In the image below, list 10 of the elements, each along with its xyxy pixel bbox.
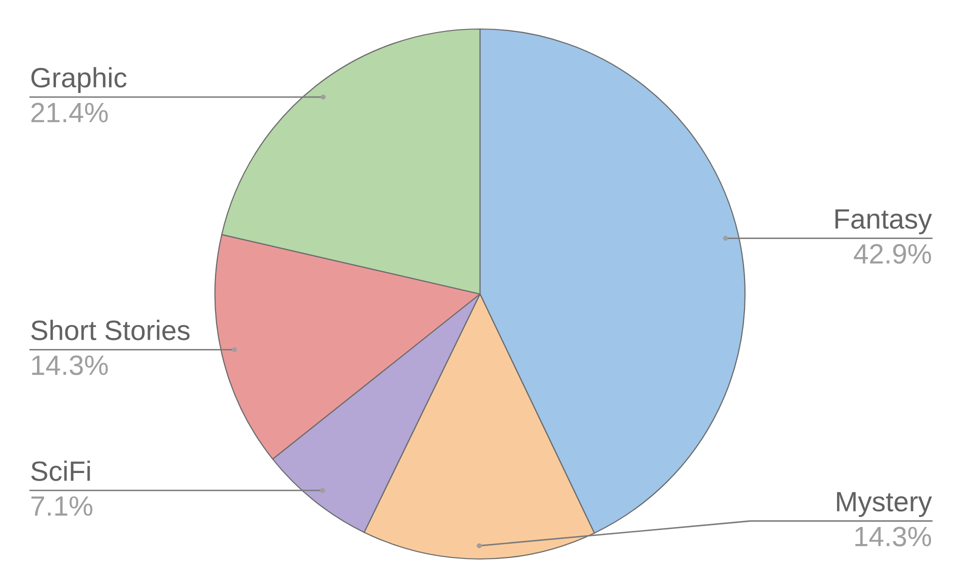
data-label: 42.9%: [854, 244, 932, 264]
data-label: 14.3%: [855, 526, 932, 546]
slice-label: SciFi: [31, 460, 90, 481]
data-label: 21.4%: [31, 102, 108, 122]
data-label: 14.3%: [32, 355, 108, 376]
slice-label: Short Stories: [31, 320, 190, 340]
slice-label: Graphic: [31, 67, 127, 94]
data-label: 7.1%: [31, 496, 92, 516]
slice-label: Fantasy: [835, 209, 932, 234]
slice-label: Mystery: [837, 492, 932, 517]
